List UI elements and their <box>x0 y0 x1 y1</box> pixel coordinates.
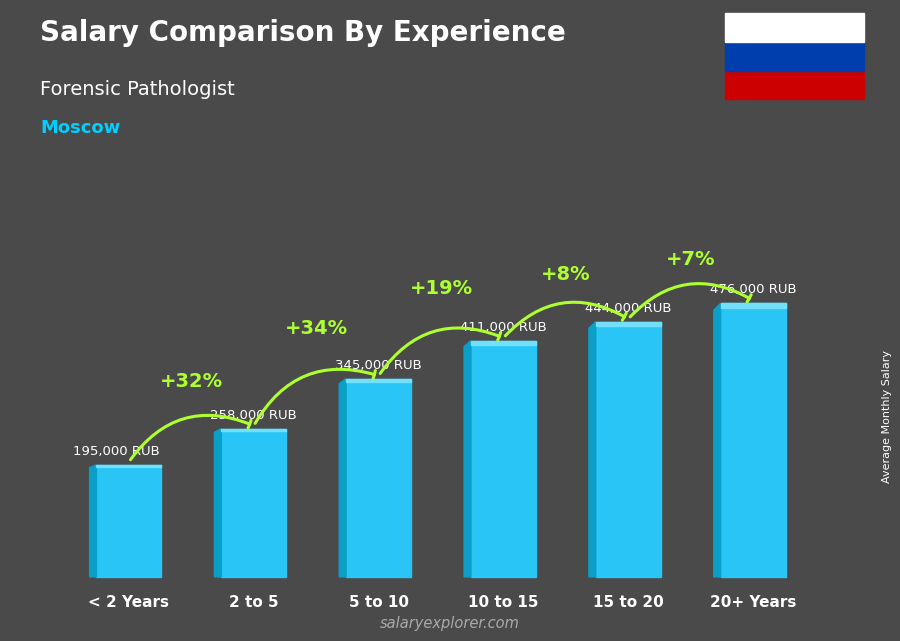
Bar <box>596 322 661 577</box>
Text: +32%: +32% <box>160 372 223 391</box>
Bar <box>724 42 864 71</box>
Bar <box>96 465 161 467</box>
Bar <box>471 341 536 345</box>
Polygon shape <box>214 429 221 577</box>
Text: < 2 Years: < 2 Years <box>88 595 169 610</box>
Text: +19%: +19% <box>410 279 472 297</box>
Bar <box>471 341 536 577</box>
Text: 15 to 20: 15 to 20 <box>593 595 663 610</box>
Polygon shape <box>589 322 596 577</box>
Text: Moscow: Moscow <box>40 119 121 137</box>
Text: Average Monthly Salary: Average Monthly Salary <box>881 350 892 483</box>
Bar <box>346 379 411 382</box>
Text: Salary Comparison By Experience: Salary Comparison By Experience <box>40 19 566 47</box>
Text: 345,000 RUB: 345,000 RUB <box>335 359 422 372</box>
Text: 195,000 RUB: 195,000 RUB <box>73 445 160 458</box>
Bar <box>721 303 786 308</box>
Text: Forensic Pathologist: Forensic Pathologist <box>40 80 235 99</box>
Text: +8%: +8% <box>541 265 590 285</box>
Bar <box>596 322 661 326</box>
Polygon shape <box>90 465 96 577</box>
Text: 2 to 5: 2 to 5 <box>229 595 279 610</box>
Text: +7%: +7% <box>666 250 716 269</box>
Text: 476,000 RUB: 476,000 RUB <box>710 283 796 296</box>
Bar <box>721 303 786 577</box>
Bar <box>346 379 411 577</box>
Polygon shape <box>339 379 346 577</box>
Bar <box>221 429 286 577</box>
Text: 10 to 15: 10 to 15 <box>468 595 539 610</box>
Text: 258,000 RUB: 258,000 RUB <box>211 409 297 422</box>
Text: 411,000 RUB: 411,000 RUB <box>460 320 547 334</box>
Text: salaryexplorer.com: salaryexplorer.com <box>380 617 520 631</box>
Bar <box>96 465 161 577</box>
Text: 20+ Years: 20+ Years <box>710 595 796 610</box>
Text: 444,000 RUB: 444,000 RUB <box>585 302 671 315</box>
Text: 5 to 10: 5 to 10 <box>348 595 409 610</box>
Polygon shape <box>714 303 721 577</box>
Bar <box>724 71 864 99</box>
Polygon shape <box>464 341 471 577</box>
Text: +34%: +34% <box>284 319 347 338</box>
Bar <box>724 13 864 42</box>
Bar <box>221 429 286 431</box>
